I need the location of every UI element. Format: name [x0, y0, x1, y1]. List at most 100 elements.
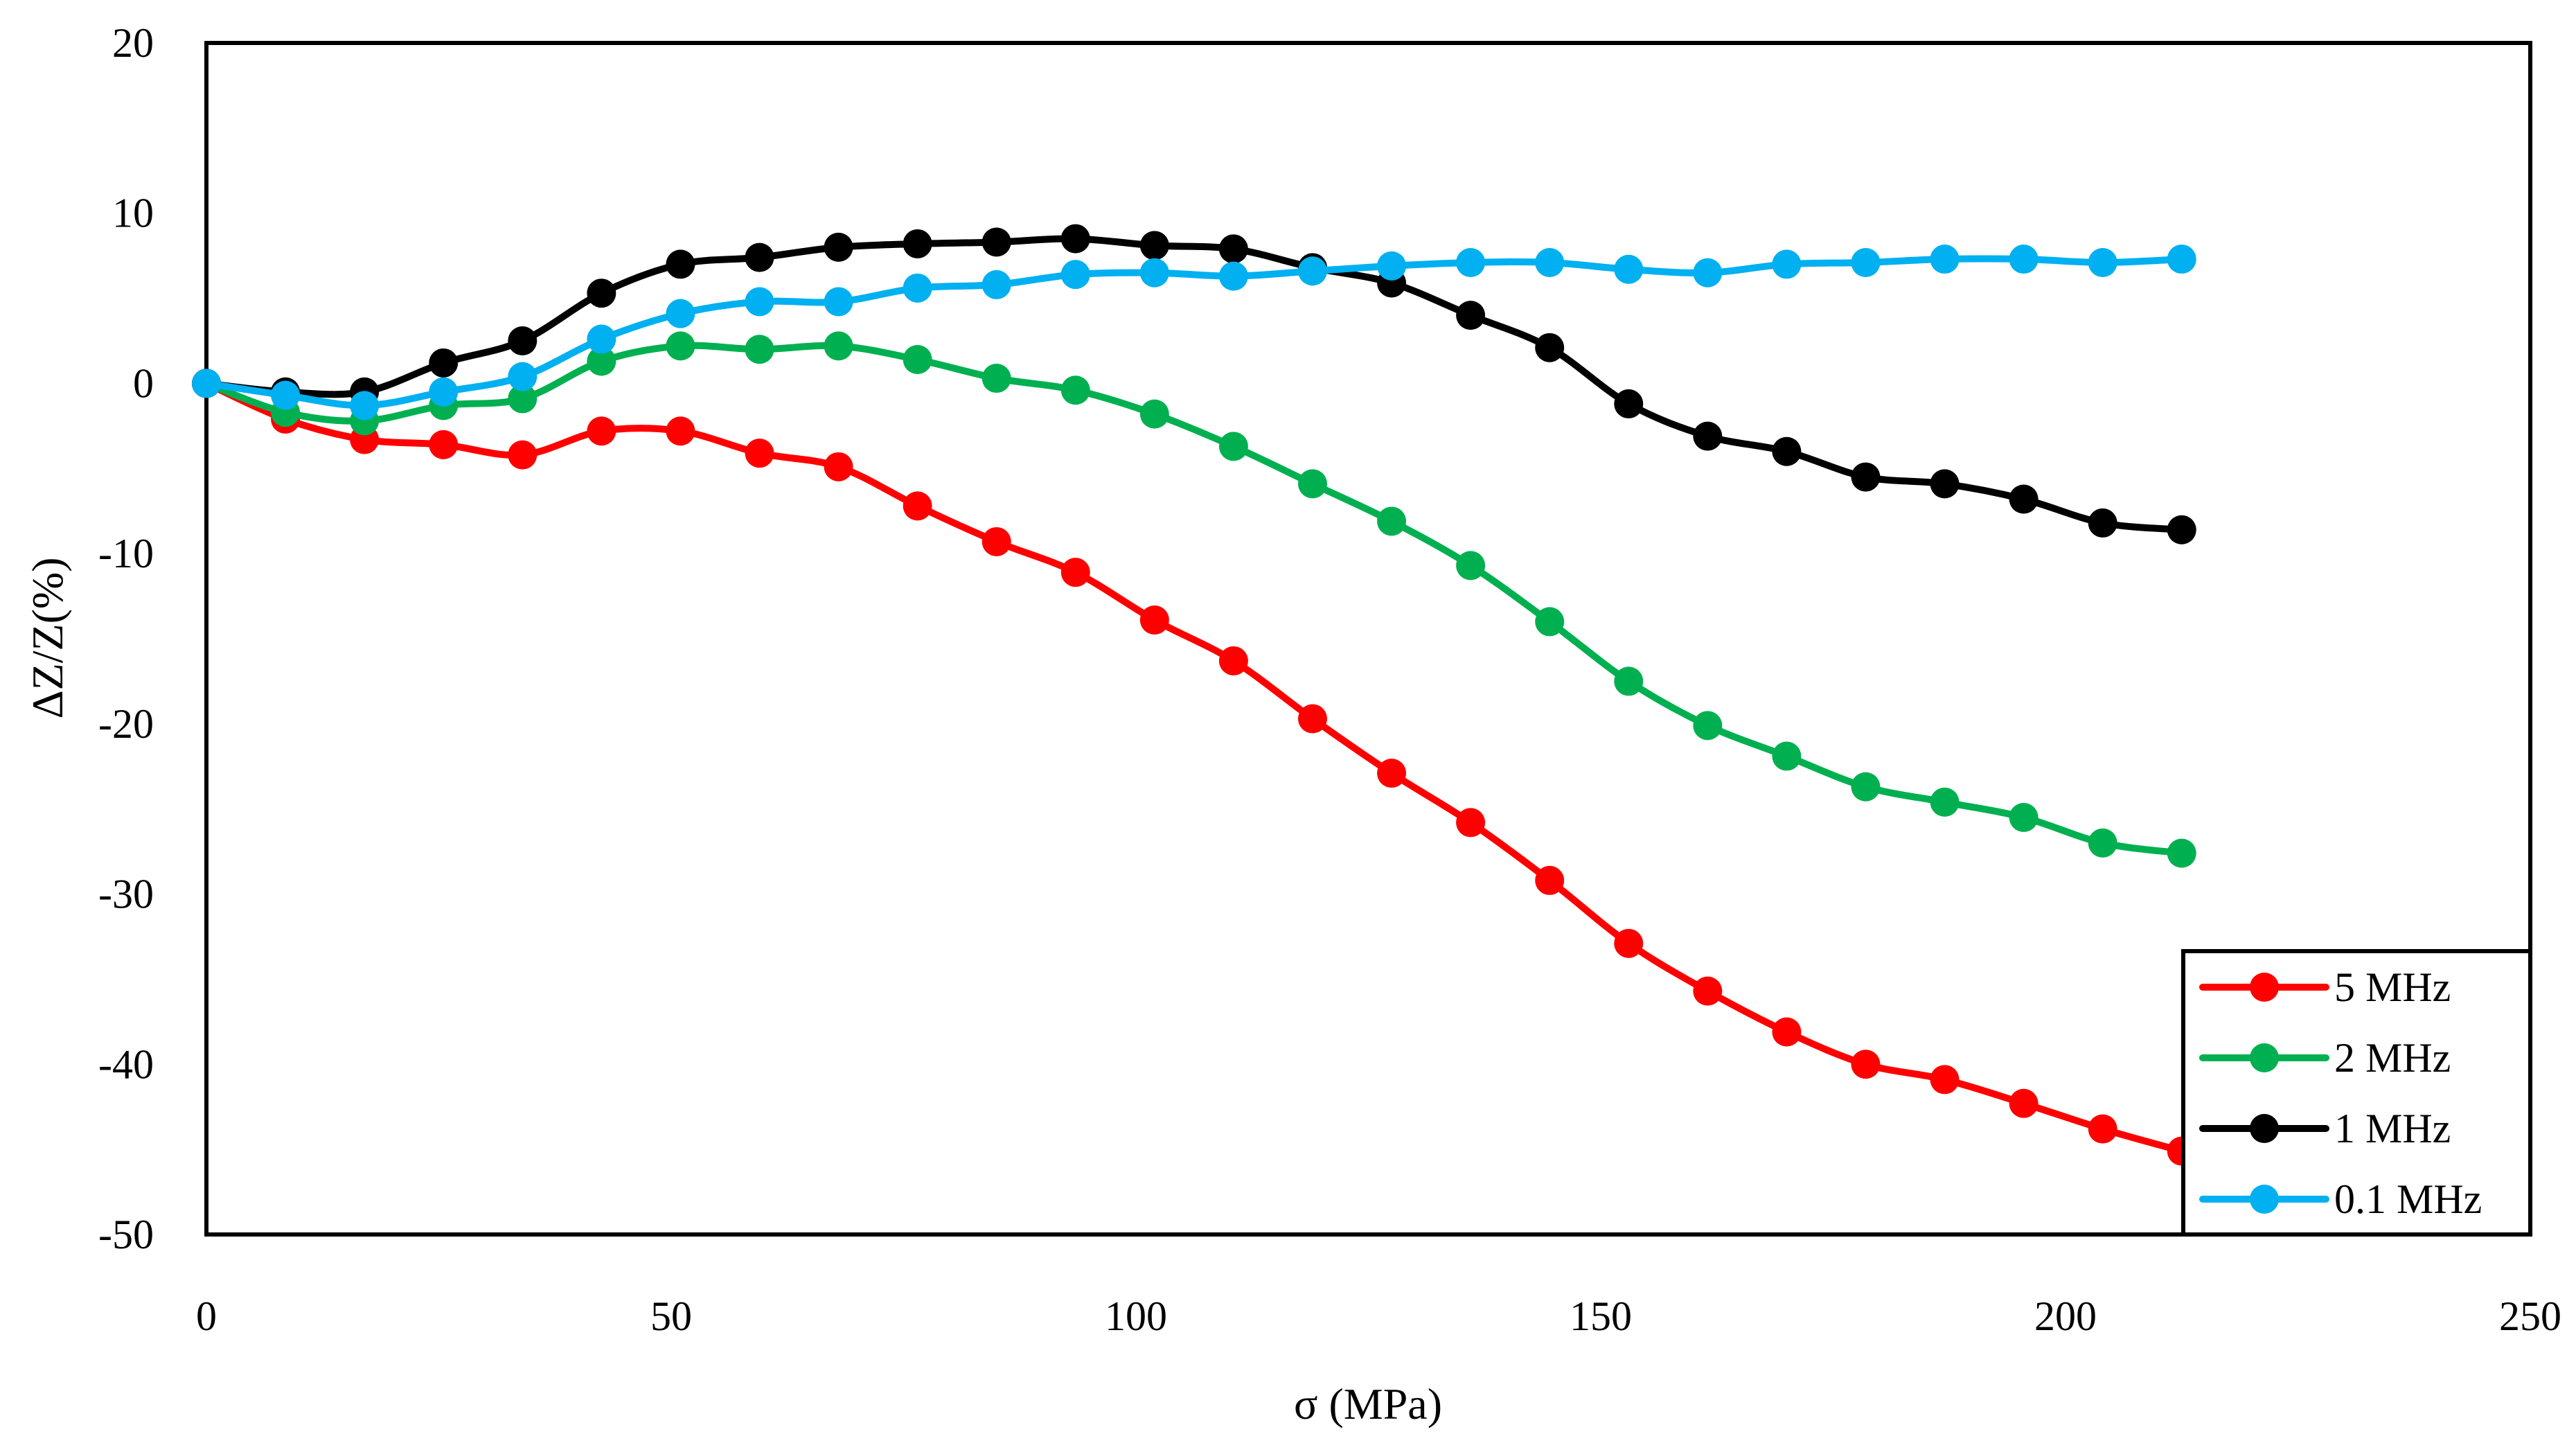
data-point	[1535, 607, 1565, 637]
data-point	[1535, 247, 1565, 277]
data-point	[271, 380, 301, 410]
data-point	[1693, 976, 1723, 1006]
data-point	[1139, 399, 1169, 429]
legend-label: 5 MHz	[2334, 964, 2451, 1010]
data-point	[2088, 1114, 2117, 1144]
data-point	[1218, 234, 1248, 264]
data-point	[1456, 808, 1486, 838]
x-axis-tick-labels: 0 50 100 150 200 250	[196, 1293, 2561, 1339]
y-tick-label: 0	[133, 360, 154, 406]
data-point	[1060, 224, 1090, 254]
data-point	[2088, 828, 2117, 858]
data-point	[903, 273, 932, 303]
data-point	[1218, 261, 1248, 291]
legend-marker	[2250, 1114, 2279, 1143]
data-point	[1139, 258, 1169, 287]
series-5-mhz	[192, 369, 2196, 1166]
data-point	[1693, 711, 1723, 741]
legend-marker	[2250, 1043, 2279, 1072]
data-point	[903, 345, 932, 375]
data-point	[1060, 558, 1090, 587]
data-point	[1772, 1017, 1802, 1047]
data-point	[2167, 515, 2196, 545]
data-point	[666, 249, 695, 279]
data-point	[1535, 865, 1565, 895]
data-point	[745, 439, 774, 468]
x-tick-label: 150	[1570, 1293, 1632, 1339]
data-point	[745, 242, 774, 272]
data-point	[824, 452, 853, 481]
data-point	[981, 269, 1011, 299]
data-point	[429, 430, 459, 459]
data-point	[666, 416, 695, 446]
x-tick-label: 250	[2499, 1293, 2561, 1339]
data-point	[587, 324, 616, 354]
legend-items: 5 MHz 2 MHz 1 MHz 0.1 MHz	[2199, 964, 2482, 1222]
data-point	[1851, 1050, 1881, 1079]
data-point	[1930, 787, 1960, 817]
series-layer	[192, 224, 2196, 1166]
data-point	[1060, 375, 1090, 405]
y-axis-label: ΔZ/Z(%)	[23, 557, 72, 718]
data-point	[824, 331, 853, 361]
data-point	[981, 364, 1011, 393]
data-point	[587, 346, 616, 376]
data-point	[2009, 1088, 2038, 1118]
data-point	[981, 227, 1011, 257]
data-point	[824, 232, 853, 262]
data-point	[587, 416, 616, 446]
data-point	[1297, 469, 1327, 499]
data-point	[587, 278, 616, 308]
legend-item: 5 MHz	[2199, 964, 2451, 1010]
data-point	[903, 491, 932, 521]
data-point	[1535, 333, 1565, 362]
data-point	[745, 335, 774, 364]
data-point	[2167, 838, 2196, 868]
y-tick-label: -50	[98, 1212, 154, 1257]
legend-marker	[2250, 973, 2279, 1002]
data-point	[1693, 421, 1723, 451]
data-point	[1377, 506, 1407, 536]
data-point	[666, 299, 695, 328]
data-point	[1851, 462, 1881, 492]
data-point	[1377, 251, 1407, 281]
legend-label: 0.1 MHz	[2334, 1176, 2482, 1222]
data-point	[1614, 928, 1644, 958]
data-point	[824, 287, 853, 317]
legend-item: 1 MHz	[2199, 1106, 2451, 1151]
data-point	[2167, 245, 2196, 274]
legend-label: 2 MHz	[2334, 1035, 2451, 1081]
y-tick-label: -30	[98, 871, 154, 917]
data-point	[745, 287, 774, 317]
legend-item: 2 MHz	[2199, 1035, 2451, 1081]
x-tick-label: 50	[650, 1293, 692, 1339]
legend: 5 MHz 2 MHz 1 MHz 0.1 MHz	[2181, 949, 2532, 1237]
data-point	[2009, 803, 2038, 832]
legend-marker	[2250, 1185, 2279, 1214]
data-point	[1456, 247, 1486, 277]
legend-item: 0.1 MHz	[2199, 1176, 2482, 1222]
data-point	[981, 526, 1011, 556]
data-point	[1297, 704, 1327, 734]
y-tick-label: -40	[98, 1041, 154, 1087]
data-point	[1614, 389, 1644, 418]
data-point	[508, 384, 538, 414]
y-axis-tick-labels: 20 10 0 -10 -20 -30 -40 -50	[98, 20, 154, 1257]
data-point	[1614, 254, 1644, 284]
data-point	[1851, 247, 1881, 277]
data-point	[1139, 231, 1169, 260]
data-point	[508, 326, 538, 355]
data-point	[1693, 258, 1723, 287]
data-point	[429, 348, 459, 378]
x-tick-label: 100	[1105, 1293, 1167, 1339]
legend-box	[2181, 949, 2532, 1237]
data-point	[1218, 646, 1248, 675]
data-point	[2088, 247, 2117, 277]
series-line	[203, 380, 2185, 1155]
data-point	[1377, 759, 1407, 788]
x-tick-label: 200	[2034, 1293, 2097, 1339]
data-point	[1456, 551, 1486, 581]
data-point	[1456, 301, 1486, 330]
data-point	[508, 362, 538, 391]
